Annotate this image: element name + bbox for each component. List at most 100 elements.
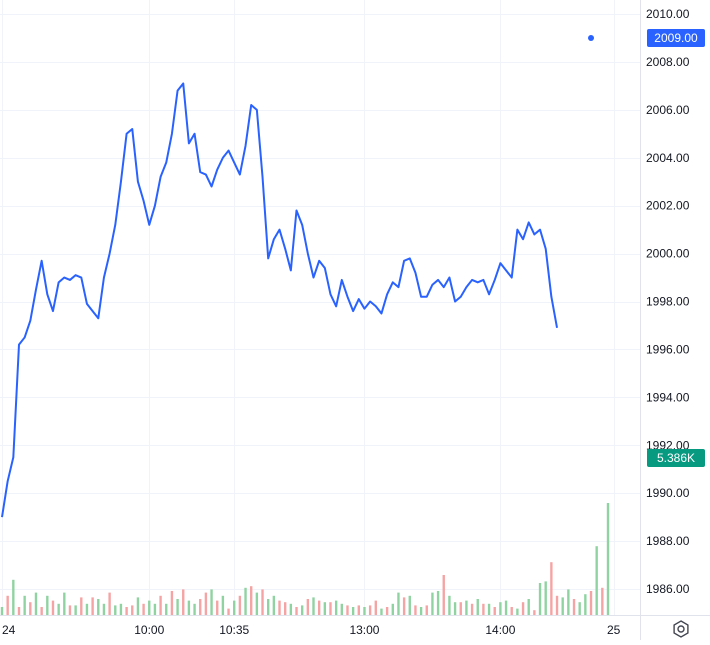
volume-bar [63,592,66,615]
volume-bar [68,605,72,615]
volume-bar [374,600,377,615]
volume-bar [250,586,253,615]
volume-bar [402,597,406,615]
volume-bar [487,603,491,615]
last-price-badge [647,28,705,47]
volume-bar [578,602,581,615]
volume-bar [357,605,360,615]
volume-bar [199,599,202,615]
volume-bar [278,600,281,615]
volume-bar [221,595,225,615]
volume-bar [46,595,49,615]
volume-bar [504,600,508,615]
volume-bar [85,603,89,615]
volume-bar [589,591,593,615]
volume-bar [431,592,434,615]
volume-bar [465,600,468,615]
price-tick-label: 2000.00 [646,247,690,261]
volume-bar [550,562,553,615]
volume-label: 5.386K [657,451,695,465]
volume-bar [57,603,60,615]
volume-bar [108,592,111,615]
volume-bar [0,607,4,615]
price-tick-label: 1988.00 [646,534,690,548]
volume-bar [255,592,259,615]
settings-gear-icon[interactable] [670,618,692,640]
volume-bar [142,603,145,615]
volume-bar [425,605,428,615]
volume-badge [647,449,705,467]
volume-bar [544,581,547,615]
time-tick-label: 10:00 [134,623,164,637]
volume-bar [606,503,610,615]
volume-bar [159,595,162,615]
volume-bar [187,600,191,615]
volume-bar [131,605,134,615]
volume-bar [476,599,479,615]
volume-bar [442,575,445,615]
price-tick-label: 2002.00 [646,199,690,213]
volume-bar [176,599,179,615]
volume-bar [51,600,55,615]
last-price-label: 2009.00 [654,31,698,45]
price-tick-label: 2004.00 [646,151,690,165]
volume-bar [125,607,128,615]
volume-bar [408,595,411,615]
volume-bar [312,597,315,615]
volume-bar [527,599,530,615]
volume-bar [340,603,343,615]
price-tick-label: 1994.00 [646,390,690,404]
volume-bar [380,608,383,615]
time-tick-label: 13:00 [349,623,379,637]
volume-bar [153,603,157,615]
volume-bar [601,587,604,615]
volume-bar [165,603,168,615]
volume-bar [233,600,236,615]
price-tick-label: 1990.00 [646,486,690,500]
volume-bar [170,591,174,615]
volume-bar [182,589,185,615]
volume-bar [436,591,440,615]
volume-bar [368,605,372,615]
volume-bar [470,603,474,615]
volume-bar [555,595,559,615]
volume-bar [238,595,242,615]
volume-bar [572,599,576,615]
volume-bar [295,607,298,615]
price-tick-label: 2006.00 [646,103,690,117]
volume-bar [323,602,327,615]
volume-bar [267,599,270,615]
volume-bar [193,603,196,615]
volume-bar [493,607,496,615]
volume-bar [385,607,389,615]
price-tick-label: 2008.00 [646,55,690,69]
volume-bar [391,603,394,615]
price-tick-label: 2010.00 [646,7,690,21]
volume-bar [567,589,570,615]
volume-bar [317,600,321,615]
volume-bar [114,605,117,615]
time-tick-label: 24 [2,623,16,637]
volume-bar [561,597,564,615]
price-axis[interactable]: 1986.00 1988.00 1990.00 1992.00 1994.00 1996.… [646,7,690,596]
volume-bar [459,602,462,615]
volume-bar [306,599,310,615]
volume-bar [516,608,519,615]
volume-bar [6,595,9,615]
volume-bar [34,592,38,615]
volume-bar [329,602,332,615]
price-layer [1,34,595,518]
volume-bar [300,605,304,615]
volume-bar [148,600,151,615]
time-axis[interactable]: 24 10:00 10:35 13:00 14:00 25 [2,623,621,637]
volume-layer [0,503,610,615]
volume-bar [283,602,287,615]
volume-bar [80,597,83,615]
volume-bar [204,592,208,615]
volume-bar [227,608,230,615]
volume-bar [419,607,423,615]
volume-bar [74,605,77,615]
